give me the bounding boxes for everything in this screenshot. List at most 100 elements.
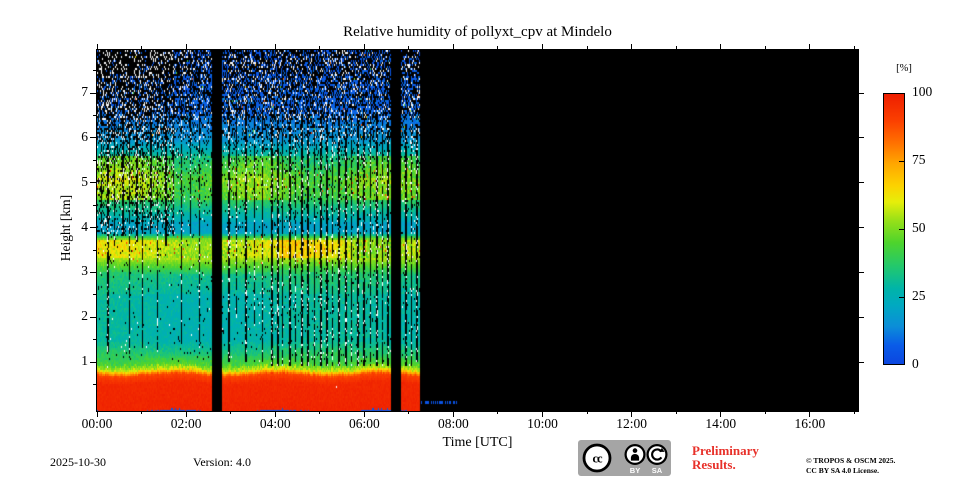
x-minor-tick-top — [141, 46, 143, 49]
y-minor-tick — [93, 204, 96, 206]
y-tick-label: 4 — [81, 218, 88, 234]
x-major-tick-top — [720, 44, 722, 49]
y-tick-label: 6 — [81, 128, 88, 144]
preliminary-line1: Preliminary — [692, 443, 759, 458]
y-minor-tick — [93, 114, 96, 116]
colorbar-tick — [899, 228, 904, 230]
y-minor-tick — [93, 70, 96, 72]
y-major-tick — [90, 227, 96, 229]
preliminary-line2: Results. — [692, 457, 736, 472]
x-major-tick-top — [96, 44, 98, 49]
y-major-tick — [90, 361, 96, 363]
x-major-tick-top — [363, 44, 365, 49]
footer-date: 2025-10-30 — [50, 455, 106, 469]
x-minor-tick-top — [675, 46, 677, 49]
copyright-line1: © TROPOS & OSCM 2025. — [806, 456, 896, 465]
y-major-tick-right — [859, 316, 864, 318]
cc-sa-label: SA — [652, 466, 663, 475]
y-major-tick-right — [859, 227, 864, 229]
x-tick-label: 12:00 — [616, 416, 648, 431]
x-minor-tick — [141, 411, 143, 414]
x-major-tick-top — [809, 44, 811, 49]
y-major-tick-right — [859, 271, 864, 273]
colorbar-tick — [899, 160, 904, 162]
x-major-tick — [274, 411, 276, 417]
y-tick-label: 7 — [81, 84, 88, 100]
x-tick-label: 06:00 — [348, 416, 380, 431]
x-tick-label: 02:00 — [170, 416, 202, 431]
x-minor-tick-top — [853, 46, 855, 49]
cc-by-label: BY — [630, 466, 640, 475]
x-major-tick — [96, 411, 98, 417]
y-minor-tick — [93, 159, 96, 161]
x-minor-tick-top — [586, 46, 588, 49]
x-major-tick — [363, 411, 365, 417]
x-major-tick — [542, 411, 544, 417]
x-minor-tick — [853, 411, 855, 414]
colorbar-tick-label: 100 — [912, 84, 933, 99]
y-minor-tick — [93, 384, 96, 386]
x-minor-tick — [675, 411, 677, 414]
y-major-tick-right — [859, 361, 864, 363]
x-major-tick — [809, 411, 811, 417]
x-tick-label: 04:00 — [259, 416, 291, 431]
x-major-tick — [631, 411, 633, 417]
x-tick-label: 16:00 — [794, 416, 826, 431]
y-tick-label: 2 — [81, 308, 88, 324]
colorbar-tick — [899, 296, 904, 298]
colorbar-tick-label: 25 — [912, 288, 926, 303]
cc-by-sa-badge[interactable]: cc BY SA — [578, 440, 671, 476]
x-major-tick-top — [631, 44, 633, 49]
x-axis-label: Time [UTC] — [442, 435, 513, 450]
y-minor-tick — [93, 339, 96, 341]
x-minor-tick-top — [497, 46, 499, 49]
colorbar-tick-label: 50 — [912, 220, 926, 235]
y-major-tick — [90, 92, 96, 94]
footer-version: Version: 4.0 — [193, 455, 251, 469]
x-major-tick-top — [452, 44, 454, 49]
y-major-tick — [90, 137, 96, 139]
y-minor-tick — [93, 249, 96, 251]
x-minor-tick-top — [408, 46, 410, 49]
y-major-tick — [90, 316, 96, 318]
x-minor-tick-top — [319, 46, 321, 49]
y-tick-label: 5 — [81, 173, 88, 189]
colorbar-tick-label: 0 — [912, 356, 919, 371]
y-major-tick — [90, 271, 96, 273]
y-major-tick — [90, 182, 96, 184]
x-tick-label: 10:00 — [527, 416, 558, 431]
y-major-tick-right — [859, 182, 864, 184]
cc-sa-icon — [646, 444, 668, 465]
x-tick-label: 08:00 — [438, 416, 469, 431]
x-minor-tick — [319, 411, 321, 414]
y-major-tick-right — [859, 137, 864, 139]
x-minor-tick — [497, 411, 499, 414]
y-tick-label: 3 — [81, 263, 88, 279]
preliminary-results-note: Preliminary Results. — [692, 444, 759, 472]
heatmap-canvas — [97, 50, 858, 411]
x-major-tick — [720, 411, 722, 417]
cc-by-icon — [624, 444, 646, 465]
copyright-note: © TROPOS & OSCM 2025. CC BY SA 4.0 Licen… — [806, 456, 895, 475]
x-minor-tick-top — [764, 46, 766, 49]
x-minor-tick — [764, 411, 766, 414]
y-tick-label: 1 — [81, 353, 88, 369]
x-minor-tick — [408, 411, 410, 414]
x-minor-tick-top — [230, 46, 232, 49]
x-major-tick-top — [274, 44, 276, 49]
y-major-tick-right — [859, 92, 864, 94]
svg-text:cc: cc — [592, 452, 603, 466]
x-minor-tick — [586, 411, 588, 414]
x-major-tick-top — [542, 44, 544, 49]
x-tick-label: 00:00 — [81, 416, 113, 431]
x-major-tick — [452, 411, 454, 417]
y-minor-tick — [93, 294, 96, 296]
chart-title: Relative humidity of pollyxt_cpv at Mind… — [343, 24, 612, 40]
x-tick-label: 14:00 — [705, 416, 737, 431]
colorbar-unit-label: [%] — [896, 63, 912, 74]
cc-logo-icon: cc — [582, 443, 612, 473]
x-minor-tick — [230, 411, 232, 414]
colorbar-tick-label: 75 — [912, 152, 926, 167]
x-major-tick-top — [185, 44, 187, 49]
